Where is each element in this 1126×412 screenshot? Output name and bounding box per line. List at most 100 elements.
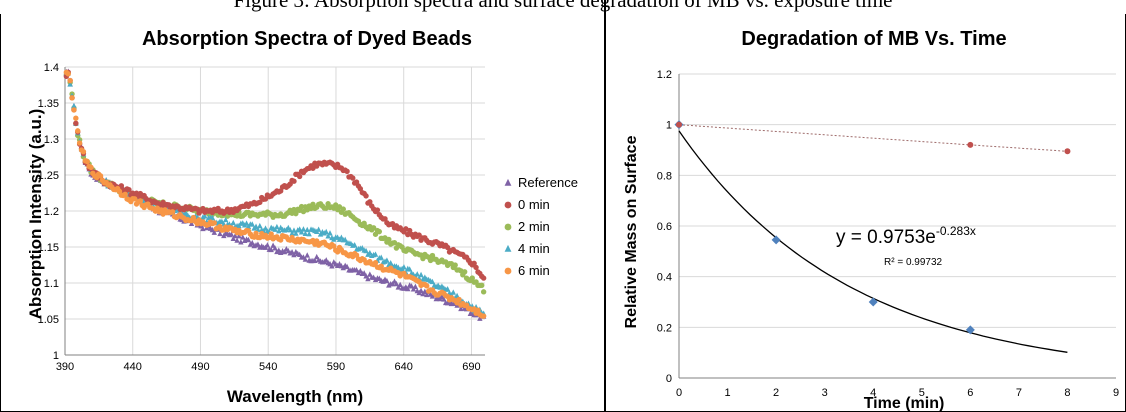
chart2-x-tick-label: 8 <box>1064 387 1070 399</box>
chart1-point <box>228 231 235 237</box>
chart2-x-tick-label: 3 <box>822 387 828 399</box>
panel-divider <box>604 0 606 412</box>
chart1-point <box>67 77 73 84</box>
chart1-point <box>238 239 244 245</box>
chart1-point <box>67 81 73 87</box>
chart1-point <box>405 231 411 238</box>
trendline-exponent: -0.283x <box>936 224 976 238</box>
chart1-series-2 <box>63 70 487 295</box>
control-point <box>1064 148 1071 155</box>
chart2-y-axis-label: Relative Mass on Surface <box>623 135 640 328</box>
chart1-point <box>222 216 229 223</box>
chart1-point <box>277 237 284 243</box>
chart1-point <box>217 230 223 237</box>
chart1-y-tick-label: 1 <box>53 350 59 362</box>
chart1-point <box>329 263 335 269</box>
chart1-point <box>365 275 371 282</box>
chart1-point <box>344 168 350 175</box>
legend-label-1: 0 min <box>518 197 550 212</box>
control-point <box>676 121 682 128</box>
chart1-point <box>236 232 242 239</box>
chart1-point <box>384 277 390 284</box>
chart1-point <box>471 260 477 267</box>
chart1-point <box>69 95 75 101</box>
chart2-y-tick-label: 1.2 <box>657 69 672 81</box>
chart1-point <box>418 271 424 278</box>
chart1-point <box>418 287 424 294</box>
chart1-point <box>257 222 263 229</box>
chart1-point <box>291 206 297 213</box>
chart1-y-tick-label: 1.4 <box>44 62 59 74</box>
chart1-point <box>312 257 318 263</box>
chart1-point <box>296 173 303 180</box>
legend-label-2: 2 min <box>518 219 550 234</box>
degradation-point <box>771 235 781 245</box>
chart1-point <box>372 259 379 266</box>
chart1-y-tick-label: 1.2 <box>44 206 59 218</box>
chart1-point <box>314 253 320 260</box>
chart1-point <box>287 226 293 233</box>
chart1-point <box>444 244 451 251</box>
absorption-spectra-chart: Absorption Spectra of Dyed Beads 390 440 4… <box>26 28 578 406</box>
chart1-axes: 390 440 490 540 590 640 690 1 1.05 1.1 1.15 1.2 1.25… <box>38 62 485 373</box>
chart1-point <box>444 286 451 292</box>
chart1-point <box>424 283 430 289</box>
chart1-point <box>340 206 346 212</box>
chart1-point <box>458 305 464 312</box>
legend-marker-4 <box>504 267 512 275</box>
chart1-point <box>300 226 307 232</box>
chart1-point <box>327 230 333 236</box>
dotted-trend-line <box>678 124 1068 152</box>
chart1-point <box>310 201 316 208</box>
chart1-title: Absorption Spectra of Dyed Beads <box>142 28 472 50</box>
chart1-point <box>211 229 218 235</box>
chart1-point <box>416 232 422 238</box>
degradation-point <box>965 325 975 335</box>
chart1-point <box>249 239 255 246</box>
chart1-point <box>450 289 456 295</box>
chart1-point <box>274 223 280 230</box>
legend-marker-1 <box>504 201 512 209</box>
chart1-point <box>126 187 132 193</box>
chart1-point <box>158 207 164 213</box>
chart1-point <box>367 271 373 277</box>
chart1-point <box>414 271 420 277</box>
chart1-x-tick-label: 540 <box>259 361 277 373</box>
chart2-y-tick-label: 0 <box>666 373 672 385</box>
chart1-point <box>169 209 176 215</box>
chart1-point <box>363 247 369 254</box>
r-squared-label: R² = 0.99732 <box>884 257 943 268</box>
chart2-x-tick-label: 5 <box>919 387 925 399</box>
legend-marker-2 <box>504 223 512 231</box>
chart1-point <box>240 234 246 240</box>
chart1-point <box>298 229 305 235</box>
chart1-point <box>88 164 94 171</box>
chart1-point <box>84 158 90 165</box>
chart1-point <box>264 242 271 248</box>
chart1-point <box>137 198 144 204</box>
chart1-point <box>76 140 83 146</box>
chart1-point <box>363 193 369 199</box>
chart1-point <box>122 191 128 198</box>
chart1-point <box>441 296 447 302</box>
chart1-point <box>378 254 384 260</box>
chart1-point <box>412 283 419 290</box>
chart1-point <box>351 241 358 248</box>
chart1-point <box>397 281 403 288</box>
chart1-point <box>461 269 468 275</box>
chart1-point <box>393 280 400 287</box>
degradation-point <box>868 297 878 307</box>
chart1-point <box>253 230 259 236</box>
chart2-y-tick-label: 0.8 <box>657 170 672 182</box>
chart1-point <box>302 230 309 236</box>
chart2-x-tick-label: 4 <box>870 387 876 399</box>
chart2-x-tick-label: 6 <box>967 387 973 399</box>
chart2-gridlines <box>679 73 1116 328</box>
chart1-point <box>245 236 252 243</box>
legend-label-3: 4 min <box>518 241 550 256</box>
chart2-y-tick-label: 0.2 <box>657 322 672 334</box>
chart2-series <box>674 120 1071 353</box>
chart1-point <box>367 199 373 205</box>
chart1-point <box>376 228 383 235</box>
chart1-point <box>401 264 407 270</box>
